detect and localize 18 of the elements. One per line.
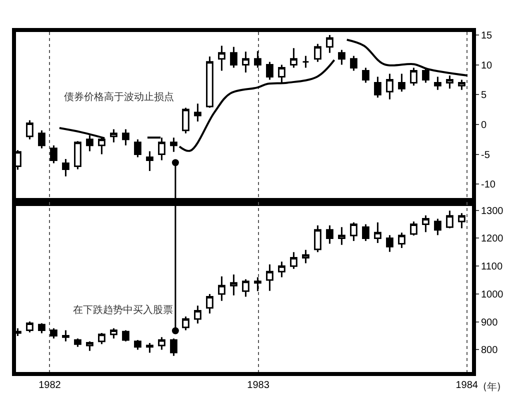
y-tick-label: 900 xyxy=(481,317,498,328)
y-tick-label: 1000 xyxy=(481,289,504,300)
x-tick-label: 1982 xyxy=(38,380,62,391)
annotation: 在下跌趋势中买入股票 xyxy=(73,304,173,316)
y-tick-label: 5 xyxy=(481,90,487,102)
x-tick-label: 1983 xyxy=(247,380,270,391)
x-tick-label: 1984 xyxy=(456,380,478,391)
text: (年) xyxy=(483,381,501,393)
y-tick-label: 1100 xyxy=(481,262,503,273)
y-tick-label: 15 xyxy=(481,30,493,42)
y-tick-label: 800 xyxy=(481,345,498,356)
y-tick-label: -5 xyxy=(481,150,490,161)
y-tick-label: -10 xyxy=(481,180,496,191)
y-tick-label: 1300 xyxy=(481,206,504,217)
y-tick-label: 10 xyxy=(481,60,493,72)
y-tick-label: 0 xyxy=(481,120,487,131)
y-tick-label: 1200 xyxy=(481,234,504,245)
annotation: 债券价格高于波动止损点 xyxy=(64,91,174,103)
